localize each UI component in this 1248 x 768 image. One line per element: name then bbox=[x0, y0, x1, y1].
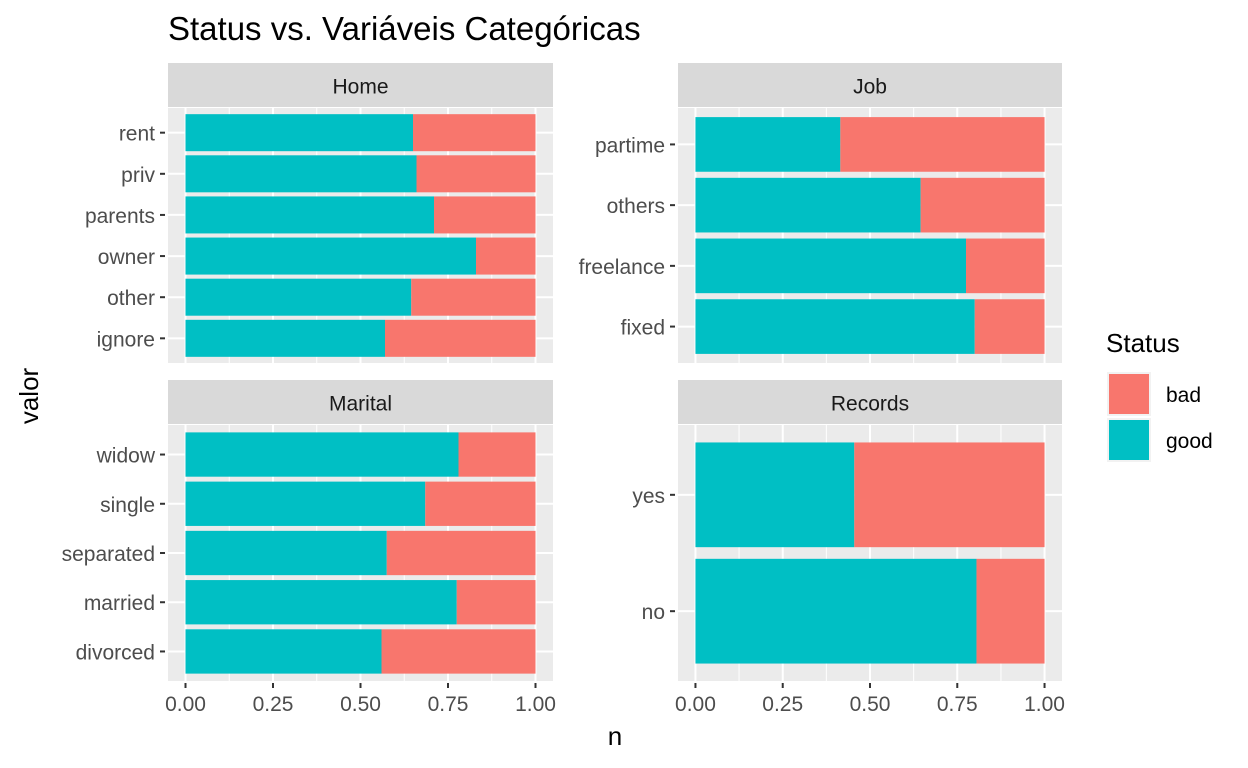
legend-label-good: good bbox=[1166, 430, 1213, 453]
strip-records bbox=[678, 380, 1062, 424]
bar-bad-parents bbox=[434, 196, 536, 234]
panel-home: Home rent priv parents owner other ignore bbox=[85, 63, 553, 363]
bar-good-owner bbox=[185, 237, 476, 275]
legend-swatch-good bbox=[1109, 420, 1149, 460]
x-tick-label: 0.00 bbox=[675, 693, 716, 716]
bar-good-yes bbox=[695, 442, 855, 548]
y-tick-label-ignore: ignore bbox=[97, 328, 155, 351]
y-tick-label-owner: owner bbox=[98, 246, 155, 269]
strip-home bbox=[168, 63, 553, 107]
bar-good-single bbox=[185, 481, 426, 526]
bar-bad-others bbox=[920, 177, 1045, 233]
x-tick-label: 0.50 bbox=[340, 693, 381, 716]
bar-good-priv bbox=[185, 155, 417, 193]
x-tick-label: 0.75 bbox=[428, 693, 469, 716]
x-tick-label: 0.25 bbox=[253, 693, 294, 716]
bar-bad-freelance bbox=[966, 238, 1045, 294]
y-tick-label-priv: priv bbox=[121, 164, 155, 187]
y-tick-label-married: married bbox=[84, 592, 155, 615]
y-axis-title: valor bbox=[14, 367, 44, 424]
bar-bad-owner bbox=[476, 237, 536, 275]
y-tick-label-parents: parents bbox=[85, 205, 155, 228]
x-tick-label: 1.00 bbox=[1024, 693, 1065, 716]
bar-bad-married bbox=[456, 580, 536, 625]
y-tick-label-no: no bbox=[642, 601, 665, 624]
x-axis-title: n bbox=[608, 721, 622, 751]
y-tick-label-fixed: fixed bbox=[621, 317, 665, 340]
strip-label-job: Job bbox=[853, 76, 887, 99]
legend-label-bad: bad bbox=[1166, 384, 1201, 407]
bar-good-divorced bbox=[185, 629, 382, 674]
y-tick-label-others: others bbox=[607, 195, 665, 218]
bar-good-parents bbox=[185, 196, 434, 234]
bar-good-partime bbox=[695, 117, 841, 172]
y-tick-label-single: single bbox=[100, 494, 155, 517]
x-tick-label: 0.25 bbox=[762, 693, 803, 716]
facet-panels: Home rent priv parents owner other ignore Job pa… bbox=[62, 63, 1065, 716]
chart-title: Status vs. Variáveis Categóricas bbox=[168, 10, 641, 47]
bar-good-rent bbox=[185, 114, 413, 152]
y-tick-label-partime: partime bbox=[595, 134, 665, 157]
bar-good-others bbox=[695, 177, 921, 233]
strip-label-records: Records bbox=[831, 393, 909, 416]
bar-bad-divorced bbox=[381, 629, 536, 674]
panel-records: Records yes no 0.00 0.25 0.50 0.75 1.00 bbox=[632, 380, 1065, 716]
x-tick-label: 1.00 bbox=[515, 693, 556, 716]
bar-bad-widow bbox=[458, 432, 536, 477]
bar-bad-partime bbox=[840, 117, 1045, 172]
bar-bad-no bbox=[976, 558, 1045, 664]
y-tick-label-yes: yes bbox=[632, 485, 665, 508]
bar-good-separated bbox=[185, 530, 387, 576]
bar-bad-yes bbox=[854, 442, 1045, 548]
legend-swatch-bad bbox=[1109, 374, 1149, 414]
y-tick-label-rent: rent bbox=[119, 123, 155, 146]
legend-title: Status bbox=[1106, 328, 1180, 358]
y-tick-label-separated: separated bbox=[62, 543, 155, 566]
strip-job bbox=[678, 63, 1062, 107]
bar-bad-rent bbox=[413, 114, 536, 152]
bar-good-married bbox=[185, 580, 457, 625]
x-tick-label: 0.00 bbox=[165, 693, 206, 716]
y-tick-label-widow: widow bbox=[96, 445, 156, 468]
strip-label-home: Home bbox=[332, 76, 388, 99]
bar-bad-single bbox=[425, 481, 536, 526]
bar-good-widow bbox=[185, 432, 459, 477]
panel-marital: Marital widow single separated married divorc… bbox=[62, 380, 556, 716]
bar-good-freelance bbox=[695, 238, 966, 294]
bar-bad-other bbox=[411, 278, 536, 316]
bar-bad-fixed bbox=[974, 299, 1045, 354]
x-tick-label: 0.75 bbox=[937, 693, 978, 716]
bar-bad-ignore bbox=[385, 319, 536, 357]
bar-good-ignore bbox=[185, 319, 385, 357]
bar-good-other bbox=[185, 278, 412, 316]
legend: Status bad good bbox=[1106, 328, 1213, 462]
bar-bad-priv bbox=[416, 155, 536, 193]
bar-bad-separated bbox=[386, 530, 536, 576]
y-tick-label-freelance: freelance bbox=[579, 256, 665, 279]
strip-label-marital: Marital bbox=[329, 393, 392, 416]
strip-marital bbox=[168, 380, 553, 424]
bar-good-fixed bbox=[695, 299, 975, 354]
panel-job: Job partime others freelance fixed bbox=[579, 63, 1062, 363]
bar-good-no bbox=[695, 558, 977, 664]
y-tick-label-divorced: divorced bbox=[76, 641, 155, 664]
y-tick-label-other: other bbox=[107, 287, 155, 310]
x-tick-label: 0.50 bbox=[850, 693, 891, 716]
